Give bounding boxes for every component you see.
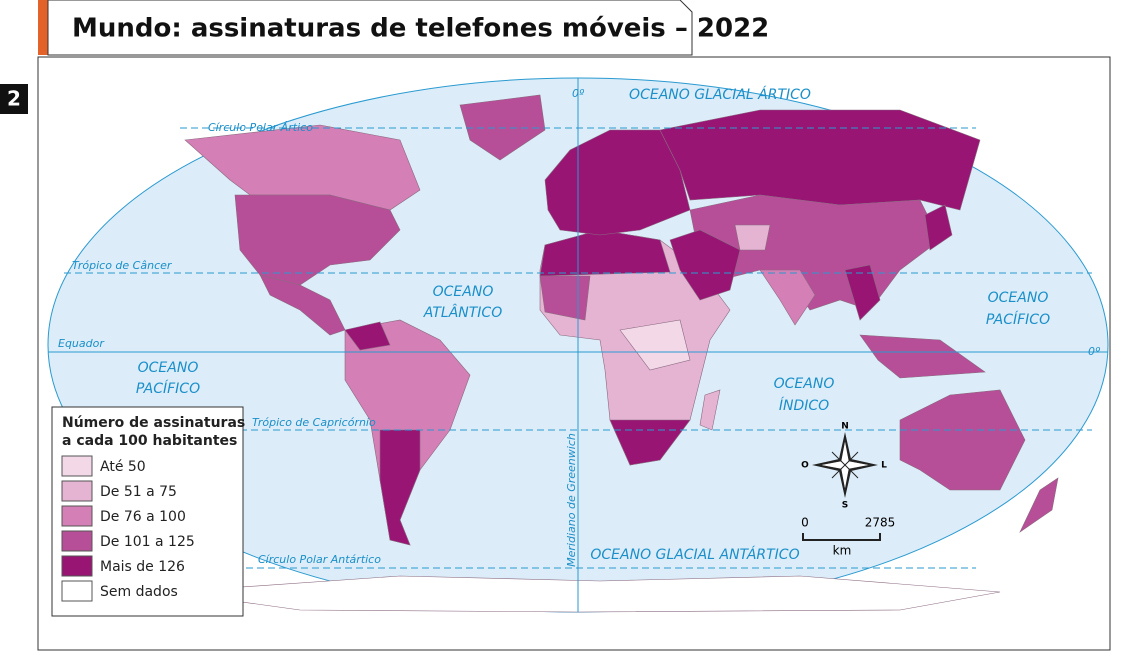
line-label: 0º: [572, 87, 585, 100]
ocean-label: OCEANO GLACIAL ÁRTICO: [629, 86, 811, 103]
compass-label: L: [881, 461, 887, 471]
ocean-label: OCEANO GLACIAL ANTÁRTICO: [590, 546, 799, 563]
country-region: [734, 224, 771, 251]
ocean-label: OCEANO: [774, 376, 835, 392]
country-region: [669, 229, 741, 301]
legend-swatch: [61, 455, 93, 477]
scale-label: 0: [801, 516, 809, 530]
legend-label: Até 50: [100, 459, 146, 475]
country-region: [344, 321, 391, 351]
legend-label: De 101 a 125: [100, 534, 195, 550]
compass-label: S: [842, 501, 848, 511]
ocean-label: ÍNDICO: [779, 397, 829, 414]
legend-items: Até 50 De 51 a 75 De 76 a 100 De 101 a 125 M…: [61, 455, 195, 602]
compass-label: O: [801, 461, 809, 471]
legend-label: Sem dados: [100, 584, 178, 600]
legend-swatch: [61, 555, 93, 577]
line-label: Meridiano de Greenwich: [565, 433, 578, 567]
ocean-label: OCEANO: [988, 290, 1049, 306]
legend-title: Número de assinaturas: [62, 415, 245, 431]
country-region: [234, 194, 401, 286]
country-region: [259, 274, 346, 336]
scale-label: 2785: [865, 516, 896, 530]
country-region: [859, 334, 986, 379]
title-tab: [47, 0, 693, 56]
title-accent: [38, 0, 48, 55]
legend-swatch: [61, 480, 93, 502]
badge-box: [0, 84, 28, 114]
legend-swatch: [61, 530, 93, 552]
country-region: [609, 419, 691, 466]
line-label: Círculo Polar Antártico: [258, 553, 381, 566]
legend-label: Mais de 126: [100, 559, 185, 575]
scale-label: km: [833, 544, 852, 558]
legend-label: De 76 a 100: [100, 509, 186, 525]
line-label: Círculo Polar Ártico: [208, 121, 313, 134]
ocean-label: OCEANO: [433, 284, 494, 300]
country-region: [844, 264, 881, 321]
compass-label: N: [841, 422, 849, 432]
title: Mundo: assinaturas de telefones móveis –…: [72, 14, 769, 44]
legend-swatch: [61, 505, 93, 527]
country-region: [699, 389, 721, 431]
antarctica: [169, 575, 1001, 613]
line-label: Equador: [58, 337, 105, 350]
country-region: [899, 389, 1026, 491]
country-region: [759, 269, 816, 326]
country-region: [619, 319, 691, 371]
line-label: 0º: [1088, 345, 1101, 358]
legend-swatch: [61, 580, 93, 602]
ocean-label: PACÍFICO: [136, 380, 200, 397]
line-label: Trópico de Capricórnio: [252, 416, 376, 429]
scale-bar: [802, 533, 881, 541]
legend-label: De 51 a 75: [100, 484, 177, 500]
ocean-label: OCEANO: [138, 360, 199, 376]
line-label: Trópico de Câncer: [72, 259, 173, 272]
badge: 2: [7, 87, 21, 111]
ocean-label: PACÍFICO: [986, 311, 1050, 328]
country-region: [659, 109, 981, 211]
country-region: [379, 429, 421, 546]
legend-title: a cada 100 habitantes: [62, 433, 237, 449]
countries: [169, 94, 1059, 613]
country-region: [1019, 477, 1059, 533]
ocean-label: ATLÂNTICO: [423, 303, 502, 321]
compass: [812, 432, 878, 498]
country-region: [924, 204, 953, 251]
